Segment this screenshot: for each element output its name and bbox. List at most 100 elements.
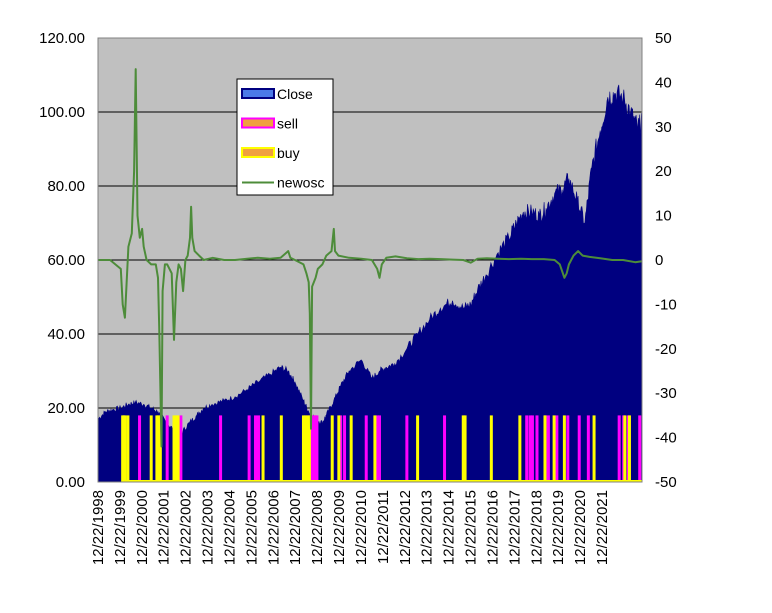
x-tick-label: 12/22/2019	[550, 490, 567, 565]
sell-signal-bar	[375, 415, 379, 482]
x-tick-label: 12/22/2003	[200, 490, 217, 565]
y-left-tick-label: 0.00	[56, 474, 85, 491]
x-tick-label: 12/22/1999	[112, 490, 129, 565]
sell-signal-bar	[535, 415, 539, 482]
buy-signal-bar	[543, 415, 547, 482]
sell-signal-bar	[138, 415, 142, 482]
sell-signal-bar	[364, 415, 368, 482]
y-right-tick-label: 0	[655, 252, 663, 269]
buy-signal-bar	[552, 415, 556, 482]
y-left-tick-label: 80.00	[47, 178, 85, 195]
y-right-tick-label: 10	[655, 208, 672, 225]
legend-swatch-close	[241, 88, 275, 99]
sell-signal-bar	[165, 415, 169, 482]
y-left-tick-label: 100.00	[39, 104, 85, 121]
buy-signal-bar	[416, 415, 420, 482]
buy-signal-bar	[330, 415, 334, 482]
sell-signal-bar	[525, 415, 529, 482]
buy-signal-bar	[126, 415, 130, 482]
legend-swatch-sell	[241, 117, 275, 129]
sell-signal-bar	[343, 415, 347, 482]
sell-signal-bar	[586, 415, 590, 482]
x-tick-label: 12/22/2001	[156, 490, 173, 565]
x-tick-label: 12/22/2020	[572, 490, 589, 565]
sell-signal-bar	[555, 415, 559, 482]
buy-signal-bar	[337, 415, 341, 482]
sell-signal-bar	[546, 415, 550, 482]
buy-signal-bar	[305, 415, 309, 482]
sell-signal-bar	[530, 415, 534, 482]
x-tick-label: 12/22/2013	[419, 490, 436, 565]
legend-label-sell: sell	[277, 116, 298, 132]
x-tick-label: 12/22/2010	[353, 490, 370, 565]
buy-signal-bar	[301, 415, 305, 482]
sell-signal-bar	[577, 415, 581, 482]
plot-border	[97, 37, 643, 483]
x-tick-label: 12/22/2017	[506, 490, 523, 565]
buy-signal-bar	[261, 415, 265, 482]
sell-signal-bar	[315, 415, 319, 482]
sell-signal-bar	[256, 415, 260, 482]
sell-signal-bar	[179, 415, 183, 482]
y-left-tick-label: 20.00	[47, 400, 85, 417]
y-right-tick-label: -30	[655, 385, 677, 402]
buy-signal-bar	[156, 415, 160, 482]
x-tick-label: 12/22/2000	[134, 490, 151, 565]
buy-signal-bar	[349, 415, 353, 482]
x-tick-label: 12/22/2015	[463, 490, 480, 565]
legend-label-buy: buy	[277, 145, 300, 161]
sell-signal-bar	[219, 415, 223, 482]
buy-signal-bar	[149, 415, 153, 482]
legend-label-Close: Close	[277, 86, 313, 102]
x-tick-label: 12/22/2006	[265, 490, 282, 565]
x-tick-label: 12/22/2009	[331, 490, 348, 565]
buy-signal-bar	[562, 415, 566, 482]
buy-signal-bar	[155, 415, 159, 482]
x-tick-label: 12/22/2018	[528, 490, 545, 565]
x-tick-label: 12/22/2004	[221, 490, 238, 565]
buy-signal-bar	[174, 415, 178, 482]
buy-signal-bar	[176, 415, 180, 482]
y-right-tick-label: -40	[655, 430, 677, 447]
sell-signal-bar	[566, 415, 570, 482]
x-tick-label: 12/22/2012	[397, 490, 414, 565]
series-newosc-line	[98, 68, 643, 448]
x-tick-label: 12/22/2005	[243, 490, 260, 565]
y-left-tick-label: 40.00	[47, 326, 85, 343]
y-right-tick-label: 30	[655, 119, 672, 136]
buy-signal-bar	[489, 415, 493, 482]
x-tick-label: 12/22/2014	[441, 490, 458, 565]
buy-signal-bar	[307, 415, 311, 482]
sell-signal-bar	[377, 415, 381, 482]
legend-label-newosc: newosc	[277, 175, 324, 191]
buy-signal-bar	[623, 415, 627, 482]
y-right-tick-label: 20	[655, 163, 672, 180]
x-tick-label: 12/22/2011	[375, 490, 392, 564]
sell-signal-bar	[247, 415, 251, 482]
buy-signal-bar	[123, 415, 127, 482]
sell-signal-bar	[528, 415, 532, 482]
buy-signal-bar	[461, 415, 465, 482]
buy-signal-bar	[592, 415, 596, 482]
sell-signal-bar	[254, 415, 258, 482]
legend-swatch-sell	[241, 147, 275, 158]
x-tick-label: 12/22/2002	[178, 490, 195, 565]
y-right-tick-label: -20	[655, 341, 677, 358]
x-tick-label: 12/22/2021	[594, 490, 611, 565]
sell-signal-bar	[405, 415, 409, 482]
sell-signal-bar	[443, 415, 447, 482]
buy-signal-bar	[627, 415, 631, 482]
buy-signal-bar	[158, 415, 162, 482]
x-tick-label: 12/22/2016	[484, 490, 501, 565]
x-tick-label: 12/22/2008	[309, 490, 326, 565]
y-right-tick-label: -10	[655, 296, 677, 313]
buy-signal-bar	[303, 415, 307, 482]
x-tick-label: 12/22/2007	[287, 490, 304, 565]
buy-signal-bar	[518, 415, 522, 482]
sell-signal-bar	[339, 415, 343, 482]
x-tick-label: 12/22/1998	[90, 490, 107, 565]
sell-signal-bar	[617, 415, 621, 482]
sell-signal-bar	[638, 415, 642, 482]
